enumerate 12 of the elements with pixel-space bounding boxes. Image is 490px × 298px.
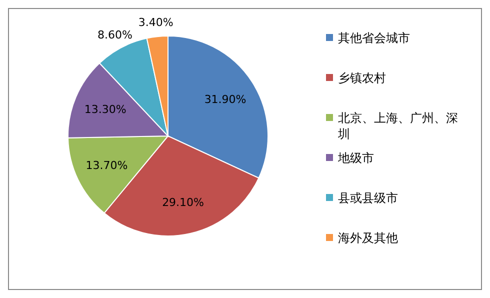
legend-label: 海外及其他 bbox=[338, 231, 398, 245]
legend-label: 其他省会城市 bbox=[338, 31, 410, 45]
legend-label: 北京、上海、广州、深圳 bbox=[337, 111, 458, 141]
data-label: 31.90% bbox=[204, 92, 246, 106]
data-label: 13.70% bbox=[86, 159, 128, 172]
data-label: 29.10% bbox=[162, 196, 204, 209]
legend-label: 乡镇农村 bbox=[338, 71, 386, 85]
data-label: 8.60% bbox=[97, 28, 132, 42]
legend-label: 县或县级市 bbox=[338, 191, 398, 205]
data-label: 3.40% bbox=[138, 16, 174, 30]
legend-label: 地级市 bbox=[337, 151, 374, 165]
data-label: 13.30% bbox=[84, 103, 126, 116]
